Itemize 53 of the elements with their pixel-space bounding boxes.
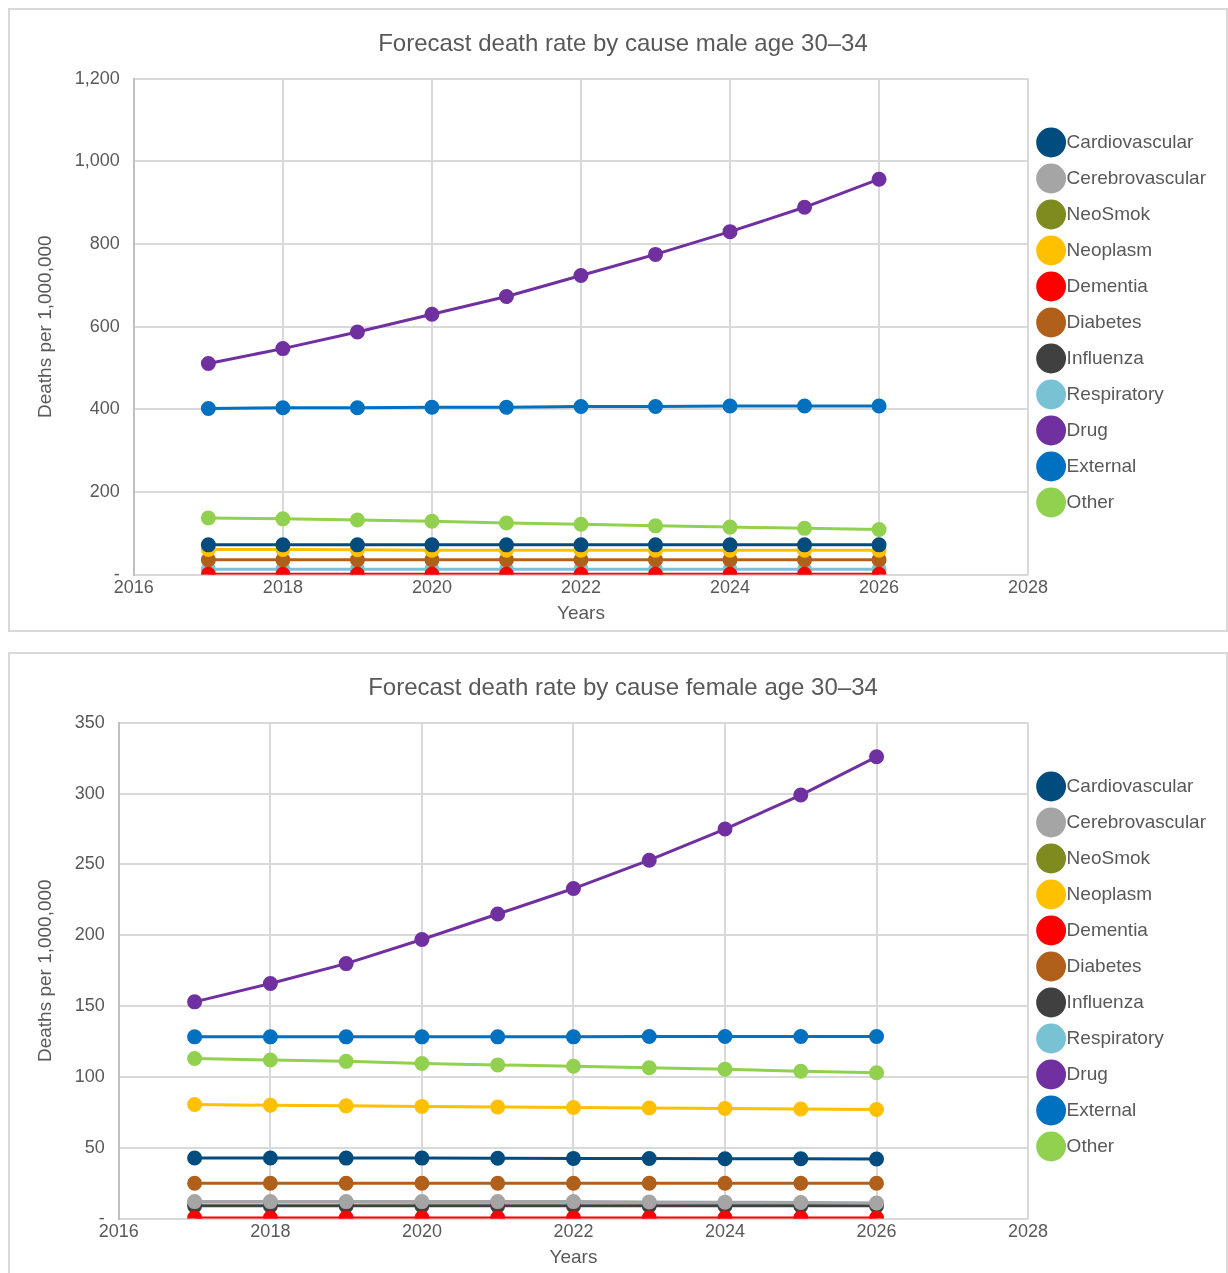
y-tick-label: 600: [89, 315, 120, 336]
legend-label: Respiratory: [1066, 382, 1165, 404]
y-tick-label: 1,200: [74, 67, 120, 88]
y-tick-label: 250: [74, 853, 105, 874]
x-tick-label: 2020: [401, 1221, 442, 1242]
x-tick-label: 2024: [704, 1221, 746, 1242]
legend-label: Cardiovascular: [1066, 774, 1194, 796]
y-tick-label: 300: [74, 782, 105, 803]
x-tick-label: 2028: [1008, 577, 1049, 598]
legend-label: Influenza: [1066, 990, 1145, 1012]
legend-label: Dementia: [1066, 274, 1149, 296]
x-tick-label: 2020: [411, 577, 452, 598]
legend-label: Diabetes: [1066, 954, 1142, 976]
legend-label: Neoplasm: [1066, 882, 1153, 904]
y-axis-title: Deaths per 1,000,000: [33, 235, 55, 419]
x-tick-label: 2022: [560, 577, 601, 598]
x-tick-label: 2024: [710, 577, 751, 598]
legend-label: Respiratory: [1066, 1026, 1165, 1048]
legend-label: Drug: [1066, 418, 1108, 440]
legend-label: Other: [1066, 1134, 1115, 1156]
legend-label: Cerebrovascular: [1066, 166, 1207, 188]
x-tick-label: 2022: [553, 1221, 594, 1242]
legend-label: Dementia: [1066, 918, 1149, 940]
y-tick-label: 800: [89, 233, 120, 254]
y-tick-label: 150: [74, 995, 105, 1016]
x-tick-label: 2026: [856, 1221, 897, 1242]
x-tick-label: 2026: [859, 577, 900, 598]
y-tick-label: 100: [74, 1065, 105, 1086]
x-tick-label: 2018: [262, 577, 303, 598]
legend-label: NeoSmok: [1066, 202, 1151, 224]
legend-label: NeoSmok: [1066, 846, 1151, 868]
legend-label: Cardiovascular: [1066, 130, 1194, 152]
legend-label: Cerebrovascular: [1066, 810, 1207, 832]
legend-label: Influenza: [1066, 346, 1145, 368]
y-tick-label: 200: [89, 480, 120, 501]
chart-title: Forecast death rate by cause male age 30–34: [378, 29, 868, 57]
y-axis-title: Deaths per 1,000,000: [33, 879, 55, 1063]
y-tick-label: 200: [74, 924, 105, 945]
legend-label: External: [1066, 1098, 1137, 1120]
y-tick-label: 1,000: [74, 150, 120, 171]
x-tick-label: 2018: [250, 1221, 291, 1242]
legend-label: Diabetes: [1066, 310, 1142, 332]
legend-label: External: [1066, 454, 1137, 476]
x-axis-title: Years: [549, 1245, 598, 1267]
x-tick-label: 2028: [1008, 1221, 1049, 1242]
legend-label: Drug: [1066, 1062, 1108, 1084]
y-tick-label: 400: [89, 398, 120, 419]
chart-title: Forecast death rate by cause female age 30–34: [368, 673, 878, 701]
legend-label: Neoplasm: [1066, 238, 1153, 260]
y-tick-label: 350: [74, 711, 105, 732]
y-tick-label: 50: [84, 1136, 105, 1157]
legend-label: Other: [1066, 490, 1115, 512]
x-axis-title: Years: [557, 601, 605, 623]
